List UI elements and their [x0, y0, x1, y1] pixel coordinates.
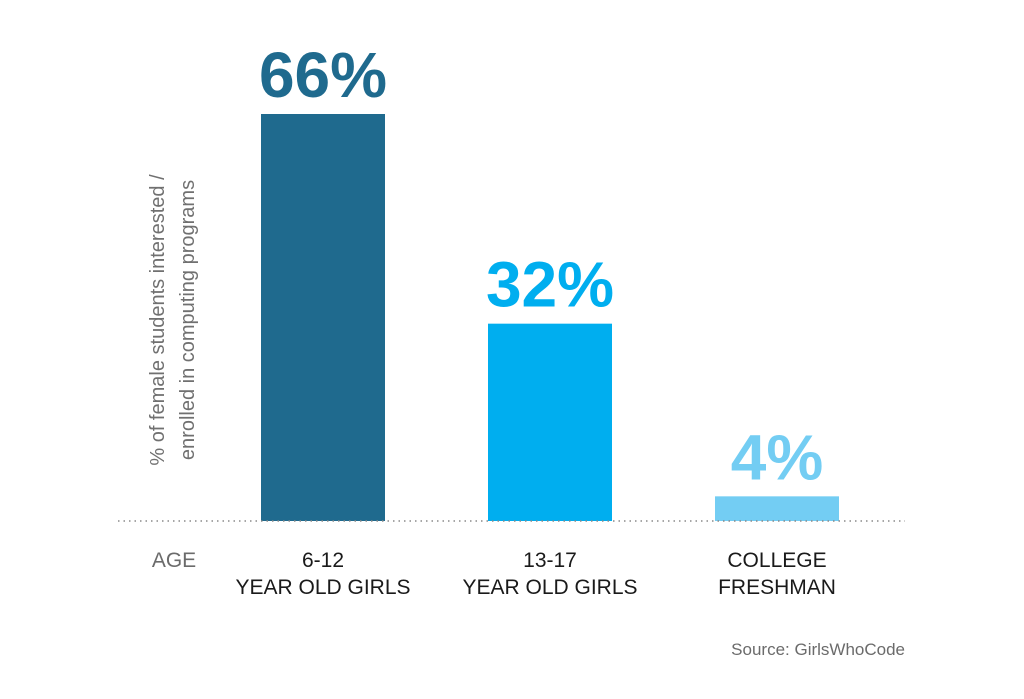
source-note: Source: GirlsWhoCode — [731, 640, 905, 659]
bar-2 — [488, 323, 612, 521]
x-axis-title: AGE — [152, 549, 196, 572]
tick-label-1-line-1: 6-12 — [302, 549, 344, 572]
value-label-2: 32% — [486, 249, 614, 321]
bar-3 — [715, 496, 839, 521]
tick-labels-group: 6-12 YEAR OLD GIRLS 13-17 YEAR OLD GIRLS COL… — [235, 549, 835, 599]
value-label-3: 4% — [731, 421, 824, 493]
y-axis-label-line-2: enrolled in computing programs — [177, 180, 199, 460]
tick-label-3-line-1: COLLEGE — [727, 549, 826, 572]
tick-label-2-line-2: YEAR OLD GIRLS — [462, 576, 637, 599]
tick-label-3-line-2: FRESHMAN — [718, 576, 836, 599]
bar-1 — [261, 114, 385, 521]
tick-label-2-line-1: 13-17 — [523, 549, 577, 572]
tick-label-1-line-2: YEAR OLD GIRLS — [235, 576, 410, 599]
bars-group: 66% 32% 4% — [259, 39, 839, 521]
y-axis-label-line-1: % of female students interested / — [147, 174, 169, 466]
value-label-1: 66% — [259, 39, 387, 111]
